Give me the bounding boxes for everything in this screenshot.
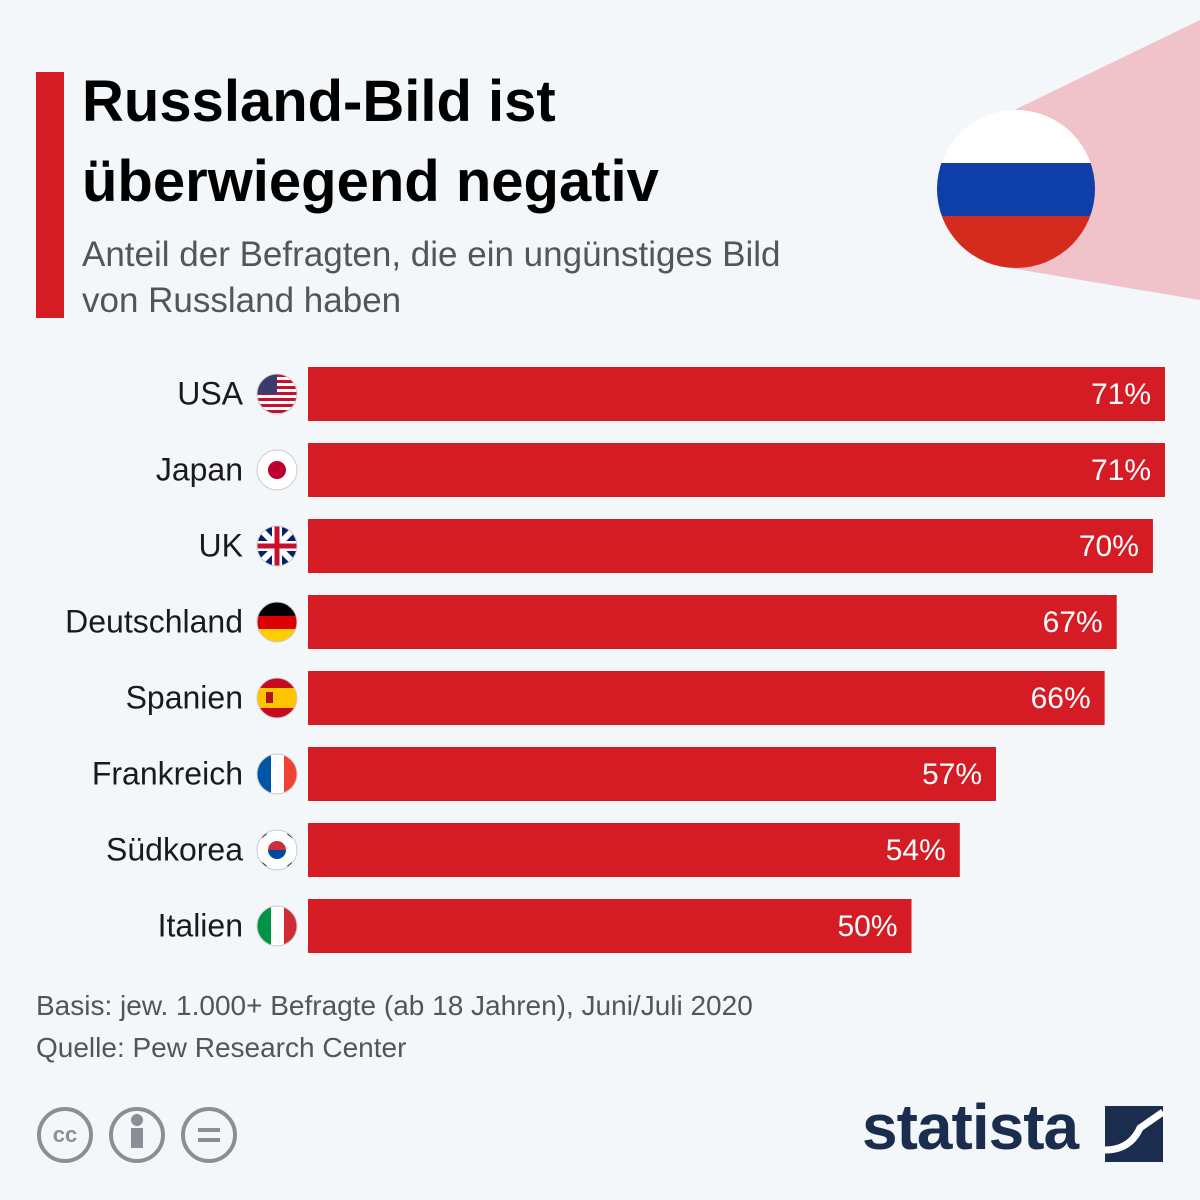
value-label: 71% <box>1091 454 1151 487</box>
s3 <box>257 629 297 642</box>
brand-logo <box>1104 1106 1165 1162</box>
flag-rim <box>256 449 298 491</box>
s1 <box>257 602 297 616</box>
flag-icon <box>256 373 298 415</box>
category-label: Italien <box>158 907 243 943</box>
flag <box>257 678 297 718</box>
category-label: Südkorea <box>106 831 243 867</box>
bar <box>308 595 1117 649</box>
note: Quelle: Pew Research Center <box>36 1032 407 1063</box>
s3 <box>284 754 297 794</box>
flag <box>257 754 297 794</box>
stripe <box>257 398 297 401</box>
accent-bar <box>36 72 64 318</box>
flag-rim <box>256 373 298 415</box>
sun <box>268 461 286 479</box>
flag-rim <box>256 905 298 947</box>
bar <box>308 519 1153 573</box>
s3 <box>284 906 297 946</box>
bar <box>308 747 997 801</box>
stripe <box>257 404 297 407</box>
flag-icon <box>256 525 298 567</box>
bar <box>308 671 1105 725</box>
cc-icons: cc <box>37 1107 237 1163</box>
category-label: Frankreich <box>92 755 243 791</box>
flag-icon <box>256 905 298 947</box>
value-label: 67% <box>1043 606 1103 639</box>
flag <box>257 602 297 642</box>
chart-title: Russland-Bild ist überwiegend negativ <box>82 69 659 214</box>
flag-icon <box>256 601 298 643</box>
s1 <box>257 906 271 946</box>
s1 <box>257 754 271 794</box>
flag-icon <box>256 829 298 871</box>
bar <box>308 899 912 953</box>
svg-text:cc: cc <box>53 1122 77 1147</box>
category-label: USA <box>177 375 243 411</box>
chart-subtitle: Anteil der Befragten, die ein ungünstige… <box>82 235 781 320</box>
stripe <box>257 410 297 413</box>
flag-rim <box>256 601 298 643</box>
bar <box>308 443 1165 497</box>
flag <box>257 906 297 946</box>
value-label: 71% <box>1091 378 1151 411</box>
arms <box>266 692 273 703</box>
value-label: 70% <box>1079 530 1139 563</box>
flag <box>268 461 286 479</box>
flag <box>257 526 297 566</box>
value-label: 57% <box>922 758 982 791</box>
flag-rim <box>256 753 298 795</box>
cross-r <box>257 526 297 566</box>
category-label: Japan <box>156 451 243 487</box>
value-label: 54% <box>886 834 946 867</box>
flag-rim <box>256 829 298 871</box>
flag-rim <box>256 677 298 719</box>
yin <box>268 850 286 859</box>
s2 <box>257 688 297 708</box>
category-label: Spanien <box>126 679 243 715</box>
s2 <box>257 616 297 629</box>
flag-icon <box>256 753 298 795</box>
bar <box>308 823 960 877</box>
flag-icon <box>256 449 298 491</box>
note: Basis: jew. 1.000+ Befragte (ab 18 Jahre… <box>36 990 753 1021</box>
yang <box>268 841 286 850</box>
brand: statista <box>862 1091 1079 1163</box>
category-label: UK <box>199 527 243 563</box>
value-label: 66% <box>1031 682 1091 715</box>
category-label: Deutschland <box>65 603 243 639</box>
bar <box>308 367 1165 421</box>
flag-icon <box>256 677 298 719</box>
flag-rim <box>256 525 298 567</box>
value-label: 50% <box>837 910 897 943</box>
